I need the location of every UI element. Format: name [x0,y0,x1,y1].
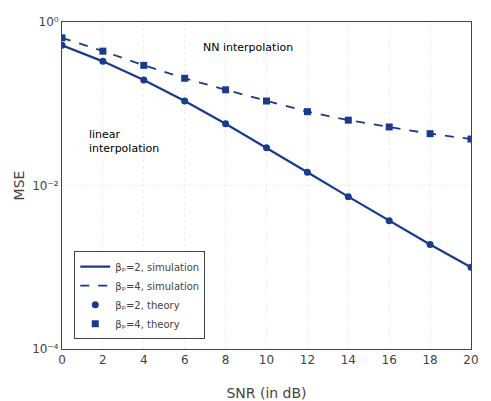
svg-text:MSE: MSE [11,171,27,201]
svg-text:8: 8 [222,353,230,367]
svg-text:10⁰: 10⁰ [39,15,59,29]
svg-text:16: 16 [382,353,397,367]
svg-text:linearinterpolation: linearinterpolation [89,128,159,155]
svg-text:2: 2 [99,353,107,367]
svg-text:18: 18 [422,353,437,367]
svg-text:20: 20 [463,353,478,367]
svg-text:0: 0 [58,353,66,367]
svg-text:βₚ=4, simulation: βₚ=4, simulation [115,281,199,292]
svg-text:10: 10 [259,353,274,367]
svg-text:10⁻²: 10⁻² [32,179,59,193]
svg-text:6: 6 [181,353,189,367]
svg-text:10⁻⁴: 10⁻⁴ [32,342,59,356]
svg-text:βₚ=2, simulation: βₚ=2, simulation [115,262,199,273]
svg-text:14: 14 [341,353,356,367]
svg-text:βₚ=4, theory: βₚ=4, theory [115,319,179,330]
svg-text:12: 12 [300,353,315,367]
svg-text:βₚ=2, theory: βₚ=2, theory [115,300,179,311]
svg-text:NN interpolation: NN interpolation [203,41,293,54]
svg-text:SNR (in dB): SNR (in dB) [226,385,306,401]
svg-text:4: 4 [140,353,148,367]
